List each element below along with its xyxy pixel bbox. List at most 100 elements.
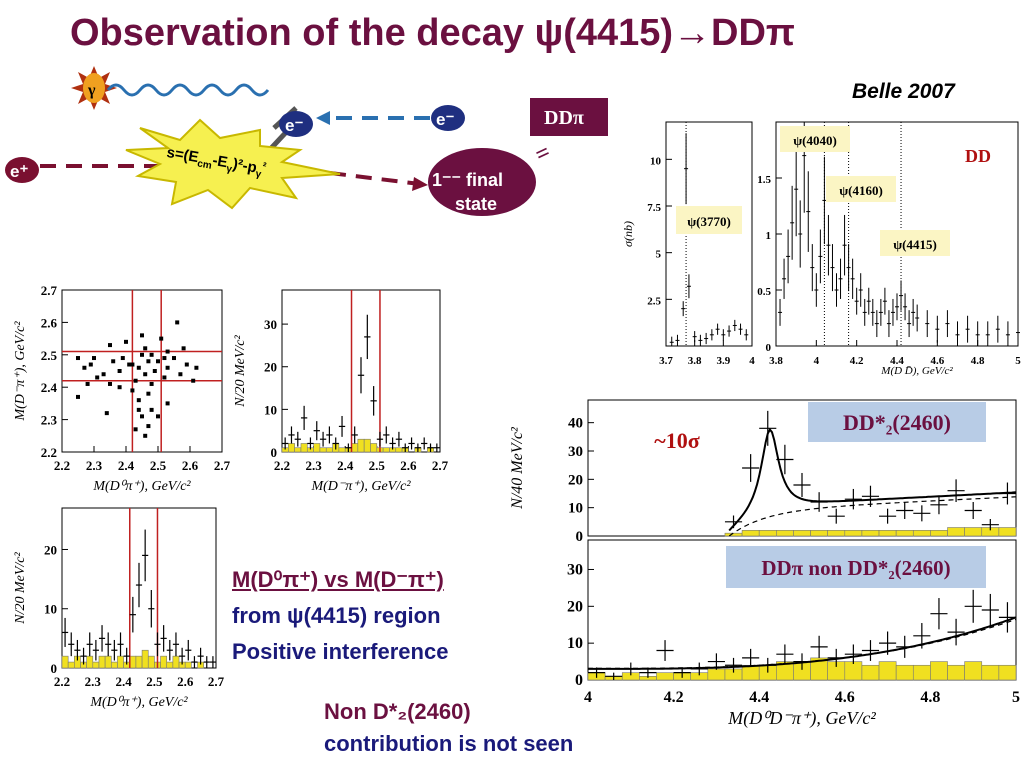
x-tick-label: 2.4 <box>118 458 135 473</box>
data-point <box>148 590 155 628</box>
dd2-label: DD*₂(2460) <box>843 410 951 435</box>
data-point <box>105 632 112 657</box>
scatter-point <box>149 381 154 386</box>
data-point <box>896 502 914 519</box>
scatter-point <box>95 375 100 380</box>
data-point <box>794 142 799 237</box>
background-bin <box>160 655 168 669</box>
data-point <box>806 171 811 252</box>
scatter-point <box>165 365 170 370</box>
data-point <box>995 315 1000 343</box>
x-tick-label: 2.6 <box>177 674 194 689</box>
x-tick-label: 2.6 <box>400 458 417 473</box>
data-point <box>709 329 714 341</box>
data-point <box>834 273 839 307</box>
data-point <box>692 331 697 343</box>
data-point <box>903 293 908 321</box>
scatter-point <box>184 362 189 367</box>
data-point <box>166 639 173 661</box>
data-point <box>282 437 289 450</box>
y-tick-label: 10 <box>650 155 662 167</box>
scatter-point <box>146 391 151 396</box>
background-bin <box>370 443 378 453</box>
x-tick-label: 4 <box>814 355 820 367</box>
background-bin <box>998 664 1017 681</box>
fit-curve <box>588 616 1017 670</box>
data-point <box>895 293 899 321</box>
data-point <box>727 325 732 337</box>
data-point <box>376 431 384 447</box>
data-point <box>786 229 791 284</box>
x-tick-label: 4.6 <box>930 355 944 367</box>
scatter-point <box>143 372 148 377</box>
scatter-point <box>133 427 138 432</box>
scatter-point <box>181 346 186 351</box>
data-point <box>850 258 855 299</box>
data-point <box>798 200 803 268</box>
data-point <box>822 156 827 245</box>
svg-text:e⁺: e⁺ <box>10 162 28 181</box>
resonance-label-box <box>780 126 850 152</box>
x-tick-label: 2.3 <box>305 458 322 473</box>
background-bin <box>878 661 897 681</box>
data-point <box>715 323 720 335</box>
data-point <box>858 273 863 307</box>
data-point <box>433 443 440 452</box>
data-point <box>313 421 320 441</box>
background-bin <box>930 661 948 681</box>
y-tick-label: 10 <box>264 402 277 417</box>
scatter-point <box>136 398 141 403</box>
data-point <box>870 298 875 326</box>
y-tick-label: 7.5 <box>647 202 661 214</box>
data-point <box>842 214 847 276</box>
y-axis-label: M(D⁻π⁺), GeV/c² <box>13 321 28 422</box>
data-point <box>123 647 130 665</box>
data-point <box>742 454 760 482</box>
scatter-point <box>136 407 141 412</box>
data-point <box>209 656 216 668</box>
psi3770-label: ψ(3770) <box>687 214 731 229</box>
scatter-point <box>133 378 138 383</box>
conclusion-block: Non D*₂(2460) contribution is not seen <box>324 696 573 760</box>
background-bin <box>129 655 137 669</box>
y-tick-label: 0 <box>575 672 583 689</box>
data-point <box>605 672 623 680</box>
x-tick-label: 4 <box>749 355 755 367</box>
y-tick-label: 2.5 <box>41 348 58 363</box>
data-point <box>827 508 845 524</box>
svg-text:e⁻: e⁻ <box>436 110 454 129</box>
svg-text:state: state <box>455 194 497 214</box>
data-point <box>1016 319 1020 346</box>
scatter-point <box>162 356 167 361</box>
data-point <box>185 639 192 661</box>
y-tick-label: 20 <box>567 598 583 615</box>
final-state-oval <box>428 148 536 216</box>
data-point <box>935 315 940 343</box>
y-axis-label: N/40 MeV/c² <box>509 426 526 510</box>
scatter-point <box>76 356 80 361</box>
y-tick-label: 20 <box>264 360 277 375</box>
data-point <box>421 437 428 450</box>
scatter-point <box>178 372 183 377</box>
data-point <box>861 485 880 507</box>
y-tick-label: 1 <box>766 230 772 242</box>
data-point <box>738 323 743 335</box>
data-point <box>179 647 186 665</box>
data-point <box>911 298 916 326</box>
data-point <box>945 310 950 338</box>
data-point <box>826 214 831 276</box>
scatter-point <box>88 362 93 367</box>
background-bin <box>135 655 143 669</box>
fit-curve <box>728 427 1017 532</box>
x-tick-label: 3.8 <box>769 355 783 367</box>
data-point <box>899 280 904 311</box>
x-tick-label: 4.6 <box>835 689 855 706</box>
data-point <box>810 244 815 292</box>
photon-line <box>106 83 270 97</box>
resonance-label: ψ(4160) <box>839 183 883 198</box>
scatter-point <box>165 401 170 406</box>
data-point <box>981 593 999 627</box>
x-tick-label: 4.8 <box>920 689 940 706</box>
background-bin <box>861 530 880 537</box>
data-point <box>191 656 198 668</box>
